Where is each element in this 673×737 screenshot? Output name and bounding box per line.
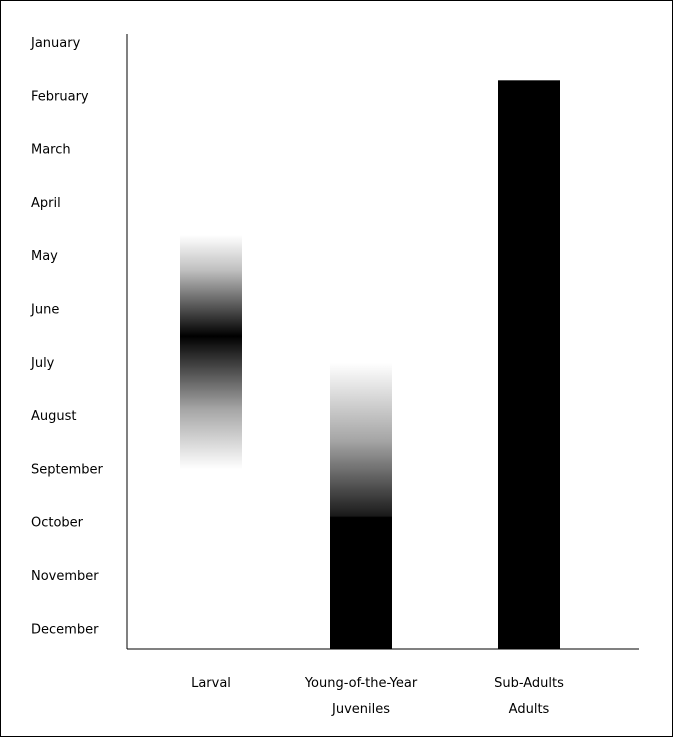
month-label-october: October xyxy=(31,516,84,531)
month-label-march: March xyxy=(31,143,71,158)
month-label-may: May xyxy=(31,249,58,264)
category-label-2-line-1: Adults xyxy=(509,702,550,717)
label-layer: January February March April May June July Augu… xyxy=(30,36,564,717)
category-label-0-line-0: Larval xyxy=(191,676,231,691)
bar-2 xyxy=(498,80,560,649)
month-label-june: June xyxy=(30,303,59,318)
month-label-december: December xyxy=(31,622,99,637)
month-label-april: April xyxy=(31,196,61,211)
month-label-july: July xyxy=(30,356,55,371)
month-label-january: January xyxy=(30,36,81,51)
category-label-2-line-0: Sub-Adults xyxy=(494,676,564,691)
bar-0 xyxy=(180,234,242,470)
month-label-november: November xyxy=(31,569,99,584)
month-label-february: February xyxy=(31,89,89,104)
month-label-september: September xyxy=(31,462,104,477)
bar-layer xyxy=(180,80,560,649)
month-label-august: August xyxy=(31,409,77,424)
category-label-1-line-1: Juveniles xyxy=(331,702,390,717)
category-label-1-line-0: Young-of-the-Year xyxy=(304,676,418,691)
bar-1 xyxy=(330,362,392,649)
